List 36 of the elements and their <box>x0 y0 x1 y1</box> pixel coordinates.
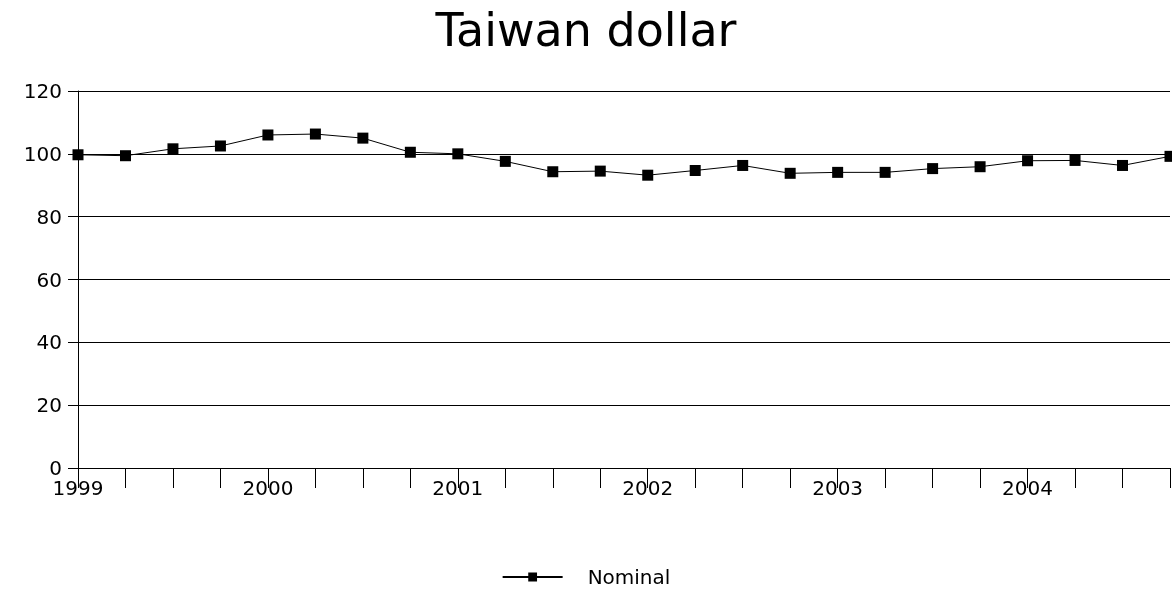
point <box>642 169 654 181</box>
point <box>499 155 511 167</box>
point <box>214 140 226 152</box>
point <box>452 148 464 160</box>
point <box>832 166 844 178</box>
x-tick-label: 2002 <box>622 476 674 500</box>
point <box>879 166 891 178</box>
point <box>119 150 131 162</box>
point <box>689 164 701 176</box>
y-tick-label: 60 <box>36 267 62 292</box>
point <box>1022 155 1034 167</box>
point <box>309 128 321 140</box>
point <box>404 146 416 158</box>
point <box>1117 159 1129 171</box>
point <box>262 129 274 141</box>
x-tick-label: 2004 <box>1002 476 1054 500</box>
point <box>594 165 606 177</box>
legend-label: Nominal <box>587 565 671 589</box>
y-tick-label: 80 <box>36 204 62 229</box>
chart-title: Taiwan dollar <box>434 3 737 57</box>
point <box>547 166 559 178</box>
point <box>357 132 369 144</box>
y-tick-label: 100 <box>23 141 62 166</box>
point <box>974 161 986 173</box>
point <box>927 163 939 175</box>
y-tick-label: 40 <box>36 330 62 355</box>
point <box>784 167 796 179</box>
point <box>737 159 749 171</box>
point <box>167 143 179 155</box>
x-tick-label: 2000 <box>242 476 294 500</box>
y-tick-label: 120 <box>23 79 62 103</box>
point <box>72 149 84 161</box>
x-tick-label: 2003 <box>812 476 864 500</box>
y-tick-label: 20 <box>36 393 62 418</box>
point <box>1069 154 1081 166</box>
x-tick-label: 2001 <box>432 476 484 500</box>
